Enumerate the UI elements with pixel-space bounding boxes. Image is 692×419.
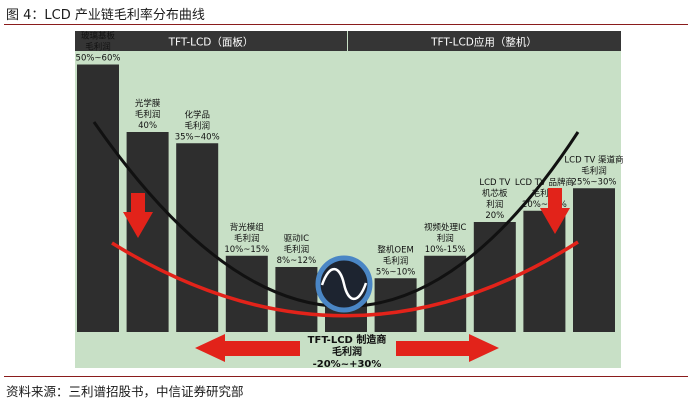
bar-9-label-line-2: 20%~25%	[522, 200, 567, 210]
bar-2-label-line-0: 化学品	[184, 109, 210, 120]
left-arrow-icon	[195, 334, 300, 362]
header-complete-machine-label: TFT-LCD应用（整机）	[430, 36, 537, 49]
bar-10-label-line-1: 毛利润	[581, 165, 607, 176]
figure-title: 图 4：LCD 产业链毛利率分布曲线	[6, 8, 205, 23]
bar-6	[374, 278, 417, 332]
bar-8	[473, 222, 516, 332]
bar-1-label-line-1: 毛利润	[135, 109, 161, 120]
center-label-line-3: -20%~+30%	[313, 359, 382, 370]
header-panel-label: TFT-LCD（面板）	[168, 36, 254, 49]
bar-1-label-line-2: 40%	[138, 121, 157, 131]
margin-curve-chart: TFT-LCD（面板） TFT-LCD应用（整机） 玻璃基板毛利润50%~60%…	[75, 31, 624, 370]
down-arrow-right-icon	[540, 188, 570, 234]
bar-1	[126, 132, 169, 332]
bar-6-label-line-2: 5%~10%	[376, 267, 416, 277]
bar-8-label-line-1: 机芯板	[482, 188, 508, 199]
bar-3-label-line-1: 毛利润	[234, 233, 260, 244]
bar-0-label-line-2: 50%~60%	[76, 54, 121, 64]
bar-8-label-line-0: LCD TV	[479, 178, 510, 188]
source-rule	[4, 376, 688, 377]
bar-7-label-line-0: 视频处理IC	[424, 222, 467, 233]
down-arrow-left-icon	[123, 193, 153, 238]
bar-2	[176, 143, 219, 332]
header-bar: TFT-LCD（面板） TFT-LCD应用（整机）	[75, 31, 621, 51]
header-complete-machine	[348, 31, 621, 51]
header-panel	[75, 31, 347, 51]
source-note: 资料来源：三利谱招股书，中信证券研究部	[6, 384, 244, 399]
bar-0-label-line-0: 玻璃基板	[81, 31, 116, 42]
red-margin-curve	[111, 240, 579, 318]
bar-3-label-line-2: 10%~15%	[224, 245, 269, 255]
bar-2-label-line-1: 毛利润	[184, 120, 210, 131]
bar-7-label-line-2: 10%-15%	[425, 245, 466, 255]
center-label: TFT-LCD 制造商 毛利润 -20%~+30%	[308, 333, 387, 370]
center-label-line-2: 毛利润	[332, 345, 362, 358]
sine-wave-icon-wave	[320, 267, 368, 301]
bar-1-label-line-0: 光学膜	[135, 98, 161, 109]
bar-10-label-line-0: LCD TV 渠道商	[564, 154, 623, 165]
right-arrow-icon	[396, 334, 499, 362]
sine-wave-icon	[315, 255, 373, 313]
bar-7-label-line-1: 利润	[437, 233, 454, 244]
center-label-line-1: TFT-LCD 制造商	[308, 333, 387, 346]
bar-4-label-line-1: 毛利润	[284, 244, 310, 255]
bar-0	[77, 64, 119, 332]
bar-10-label-line-2: 25%~30%	[572, 177, 617, 187]
bar-7	[424, 255, 467, 332]
bar-9-label-line-0: LCD TV 品牌商	[515, 177, 574, 188]
bar-2-label-line-2: 35%~40%	[175, 132, 220, 142]
bar-8-label-line-3: 20%	[485, 211, 504, 221]
bar-9-label-line-1: 毛利润	[532, 188, 558, 199]
bars	[77, 64, 615, 332]
bar-3-label-line-0: 背光模组	[230, 222, 265, 233]
bar-9	[523, 210, 566, 332]
bar-8-label-line-2: 利润	[486, 199, 503, 210]
bar-6-label-line-0: 整机OEM	[377, 244, 413, 255]
bar-0-label-line-1: 毛利润	[85, 42, 111, 53]
bar-4-label-line-2: 8%~12%	[277, 256, 317, 266]
bar-4-label-line-0: 驱动IC	[284, 233, 310, 244]
title-rule	[4, 24, 688, 25]
bar-6-label-line-1: 毛利润	[383, 255, 409, 266]
bar-10	[573, 188, 615, 332]
bar-labels: 玻璃基板毛利润50%~60%光学膜毛利润40%化学品毛利润35%~40%背光模组…	[76, 31, 624, 278]
